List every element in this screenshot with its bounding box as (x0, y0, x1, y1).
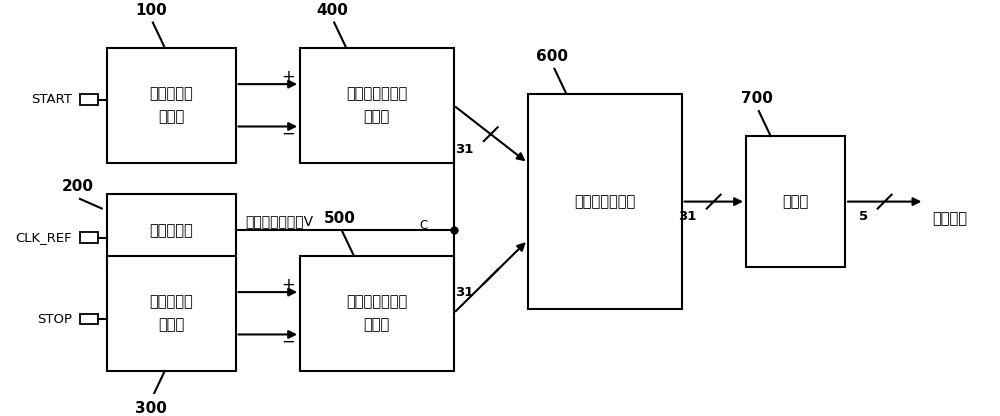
Text: 单端转差分: 单端转差分 (149, 86, 193, 101)
Text: C: C (419, 219, 427, 233)
Text: 5: 5 (859, 210, 868, 223)
Text: −: − (281, 332, 295, 350)
Bar (746, 136, 845, 267)
Text: 300: 300 (135, 401, 167, 416)
Bar (300, 47, 454, 163)
Bar (107, 47, 236, 163)
Bar (107, 194, 236, 267)
Text: 模块二: 模块二 (364, 317, 390, 332)
Bar (528, 94, 682, 310)
Text: 200: 200 (62, 179, 94, 194)
Text: 600: 600 (536, 49, 568, 64)
Bar (80, 314, 98, 324)
Text: 编码器: 编码器 (782, 194, 809, 209)
Text: +: + (281, 68, 295, 86)
Text: 差分压控延时链: 差分压控延时链 (346, 86, 407, 101)
Text: 31: 31 (456, 143, 474, 156)
Text: 模块二: 模块二 (158, 317, 184, 332)
Text: 500: 500 (324, 211, 356, 226)
Text: 700: 700 (741, 92, 773, 106)
Bar (80, 233, 98, 243)
Text: 100: 100 (135, 3, 167, 18)
Text: −: − (281, 124, 295, 142)
Text: START: START (31, 93, 72, 106)
Text: 模块一: 模块一 (158, 109, 184, 124)
Bar (80, 94, 98, 105)
Text: +: + (281, 276, 295, 294)
Text: CLK_REF: CLK_REF (15, 231, 72, 244)
Text: 差分压控延时链: 差分压控延时链 (346, 294, 407, 309)
Text: 400: 400 (316, 3, 348, 18)
Bar (107, 255, 236, 371)
Text: 单端转差分: 单端转差分 (149, 294, 193, 309)
Text: 延时链偏置电压V: 延时链偏置电压V (245, 214, 314, 228)
Text: 输出结果: 输出结果 (932, 211, 967, 226)
Text: 31: 31 (456, 285, 474, 299)
Text: 模块一: 模块一 (364, 109, 390, 124)
Text: STOP: STOP (37, 312, 72, 326)
Text: 31: 31 (678, 210, 697, 223)
Text: 延迟锁相环: 延迟锁相环 (149, 223, 193, 238)
Bar (300, 255, 454, 371)
Text: 时间比较器阵列: 时间比较器阵列 (574, 194, 635, 209)
